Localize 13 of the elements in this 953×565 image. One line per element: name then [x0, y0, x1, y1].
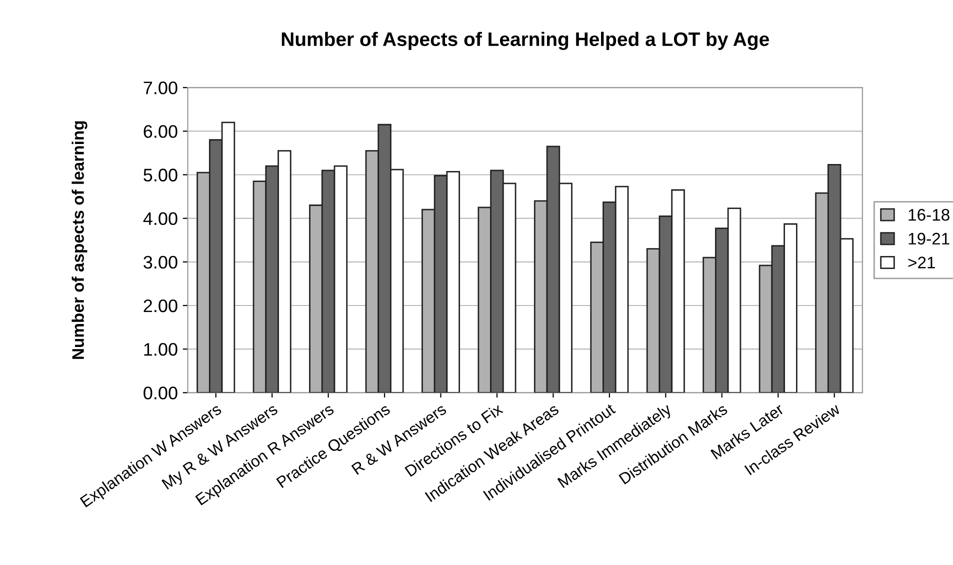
y-tick-label: 3.00	[144, 256, 178, 269]
y-axis-title: Number of aspects of learning	[72, 121, 88, 359]
legend-label: 16-18	[908, 208, 950, 221]
chart-title: Number of Aspects of Learning Helped a LOT by Age	[282, 32, 769, 50]
y-tick-label: 2.00	[144, 299, 178, 312]
y-tick-label: 7.00	[144, 82, 178, 94]
y-tick-label: 1.00	[144, 343, 178, 356]
y-tick-label: 4.00	[143, 212, 178, 226]
legend-label: 19-21	[908, 232, 950, 245]
y-tick-label: 5.00	[144, 168, 178, 182]
legend-label: >21	[908, 256, 935, 268]
y-tick-label: 6.00	[144, 125, 178, 138]
y-tick-label: 0.00	[144, 386, 178, 400]
